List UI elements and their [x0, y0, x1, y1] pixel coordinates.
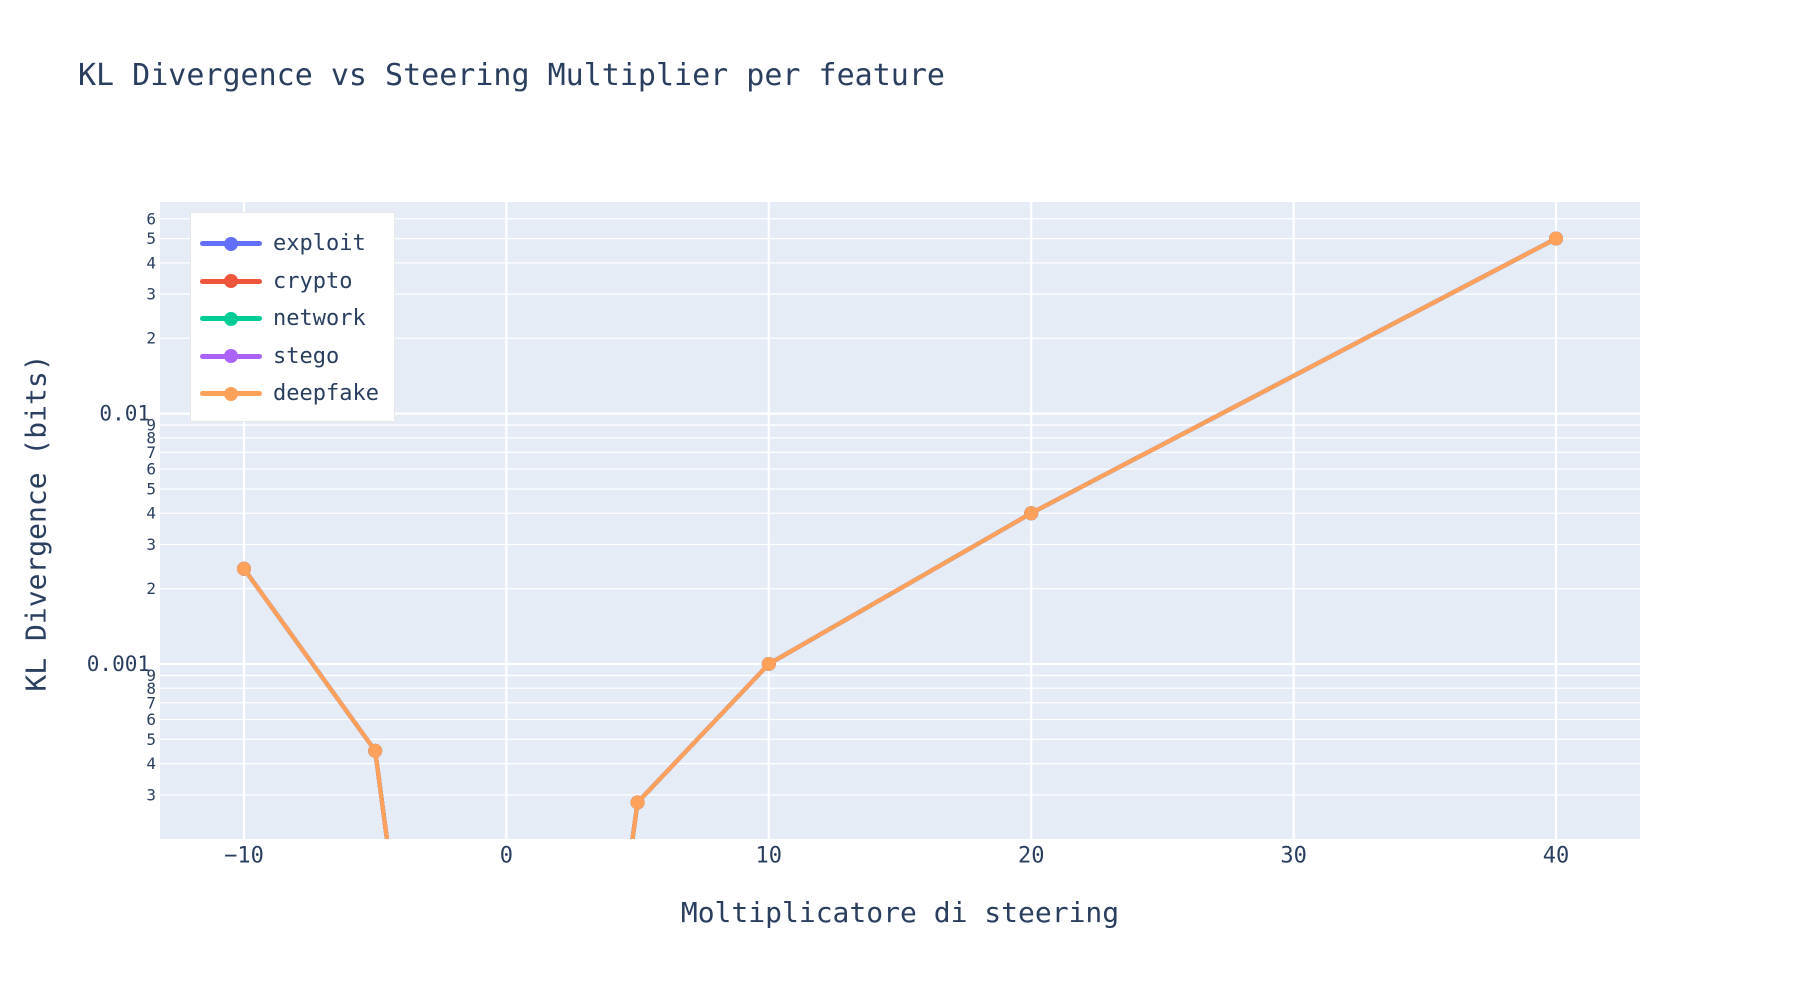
x-tick-label: −10: [224, 844, 264, 869]
x-tick-label: 30: [1280, 844, 1307, 869]
chart-title: KL Divergence vs Steering Multiplier per…: [78, 58, 945, 93]
legend-item-deepfake[interactable]: deepfake: [191, 375, 394, 413]
series-marker-deepfake[interactable]: [1549, 231, 1564, 246]
series-marker-deepfake[interactable]: [236, 561, 251, 576]
y-tick-label-minor: 6: [146, 209, 156, 228]
y-tick-label-minor: 6: [146, 710, 156, 729]
legend-item-crypto[interactable]: crypto: [191, 263, 394, 301]
y-tick-label-minor: 3: [146, 285, 156, 304]
y-tick-label-minor: 5: [146, 229, 156, 248]
legend-swatch-exploit: [200, 236, 262, 251]
legend-item-exploit[interactable]: exploit: [191, 225, 394, 263]
legend-dot-icon: [224, 386, 238, 401]
x-tick-label: 40: [1543, 844, 1570, 869]
legend: exploit crypto network stego deepfake: [190, 212, 395, 422]
x-tick-label: 0: [500, 844, 513, 869]
y-tick-label-major: 0.01: [99, 402, 150, 426]
series-marker-deepfake[interactable]: [1024, 506, 1039, 521]
legend-dot-icon: [224, 349, 238, 364]
legend-item-stego[interactable]: stego: [191, 338, 394, 376]
y-tick-label-minor: 9: [146, 666, 156, 685]
legend-swatch-stego: [200, 349, 262, 364]
legend-swatch-deepfake: [200, 386, 262, 401]
x-axis-title: Moltiplicatore di steering: [680, 896, 1120, 929]
y-tick-label-minor: 8: [146, 428, 156, 447]
legend-label: exploit: [273, 231, 366, 257]
legend-dot-icon: [224, 236, 238, 251]
y-tick-label-minor: 4: [146, 754, 156, 773]
series-group: [236, 231, 1564, 839]
y-axis-title: KL Divergence (bits): [19, 354, 53, 692]
legend-dot-icon: [224, 311, 238, 326]
y-tick-label-major: 0.001: [87, 652, 150, 676]
y-tick-label-minor: 7: [146, 693, 156, 712]
legend-dot-icon: [224, 274, 238, 289]
y-tick-label-minor: 3: [146, 785, 156, 804]
y-tick-label-minor: 4: [146, 504, 156, 523]
legend-swatch-network: [200, 311, 262, 326]
series-marker-deepfake[interactable]: [368, 743, 383, 758]
series-marker-deepfake[interactable]: [761, 656, 776, 671]
x-tick-label: 10: [756, 844, 783, 869]
legend-label: stego: [273, 343, 340, 369]
y-tick-label-minor: 5: [146, 730, 156, 749]
y-tick-label-minor: 7: [146, 443, 156, 462]
y-tick-label-minor: 2: [146, 579, 156, 598]
y-tick-label-minor: 9: [146, 416, 156, 435]
y-tick-label-minor: 4: [146, 253, 156, 272]
y-tick-label-minor: 8: [146, 679, 156, 698]
legend-item-network[interactable]: network: [191, 300, 394, 338]
series-marker-deepfake[interactable]: [630, 795, 645, 810]
plot-area: [160, 202, 1640, 839]
x-tick-label: 20: [1018, 844, 1045, 869]
y-tick-label-minor: 5: [146, 479, 156, 498]
y-tick-label-minor: 2: [146, 329, 156, 348]
legend-label: network: [273, 306, 366, 332]
legend-label: crypto: [273, 268, 353, 294]
legend-swatch-crypto: [200, 274, 262, 289]
legend-label: deepfake: [273, 381, 379, 407]
y-tick-label-minor: 6: [146, 460, 156, 479]
y-tick-label-minor: 3: [146, 535, 156, 554]
